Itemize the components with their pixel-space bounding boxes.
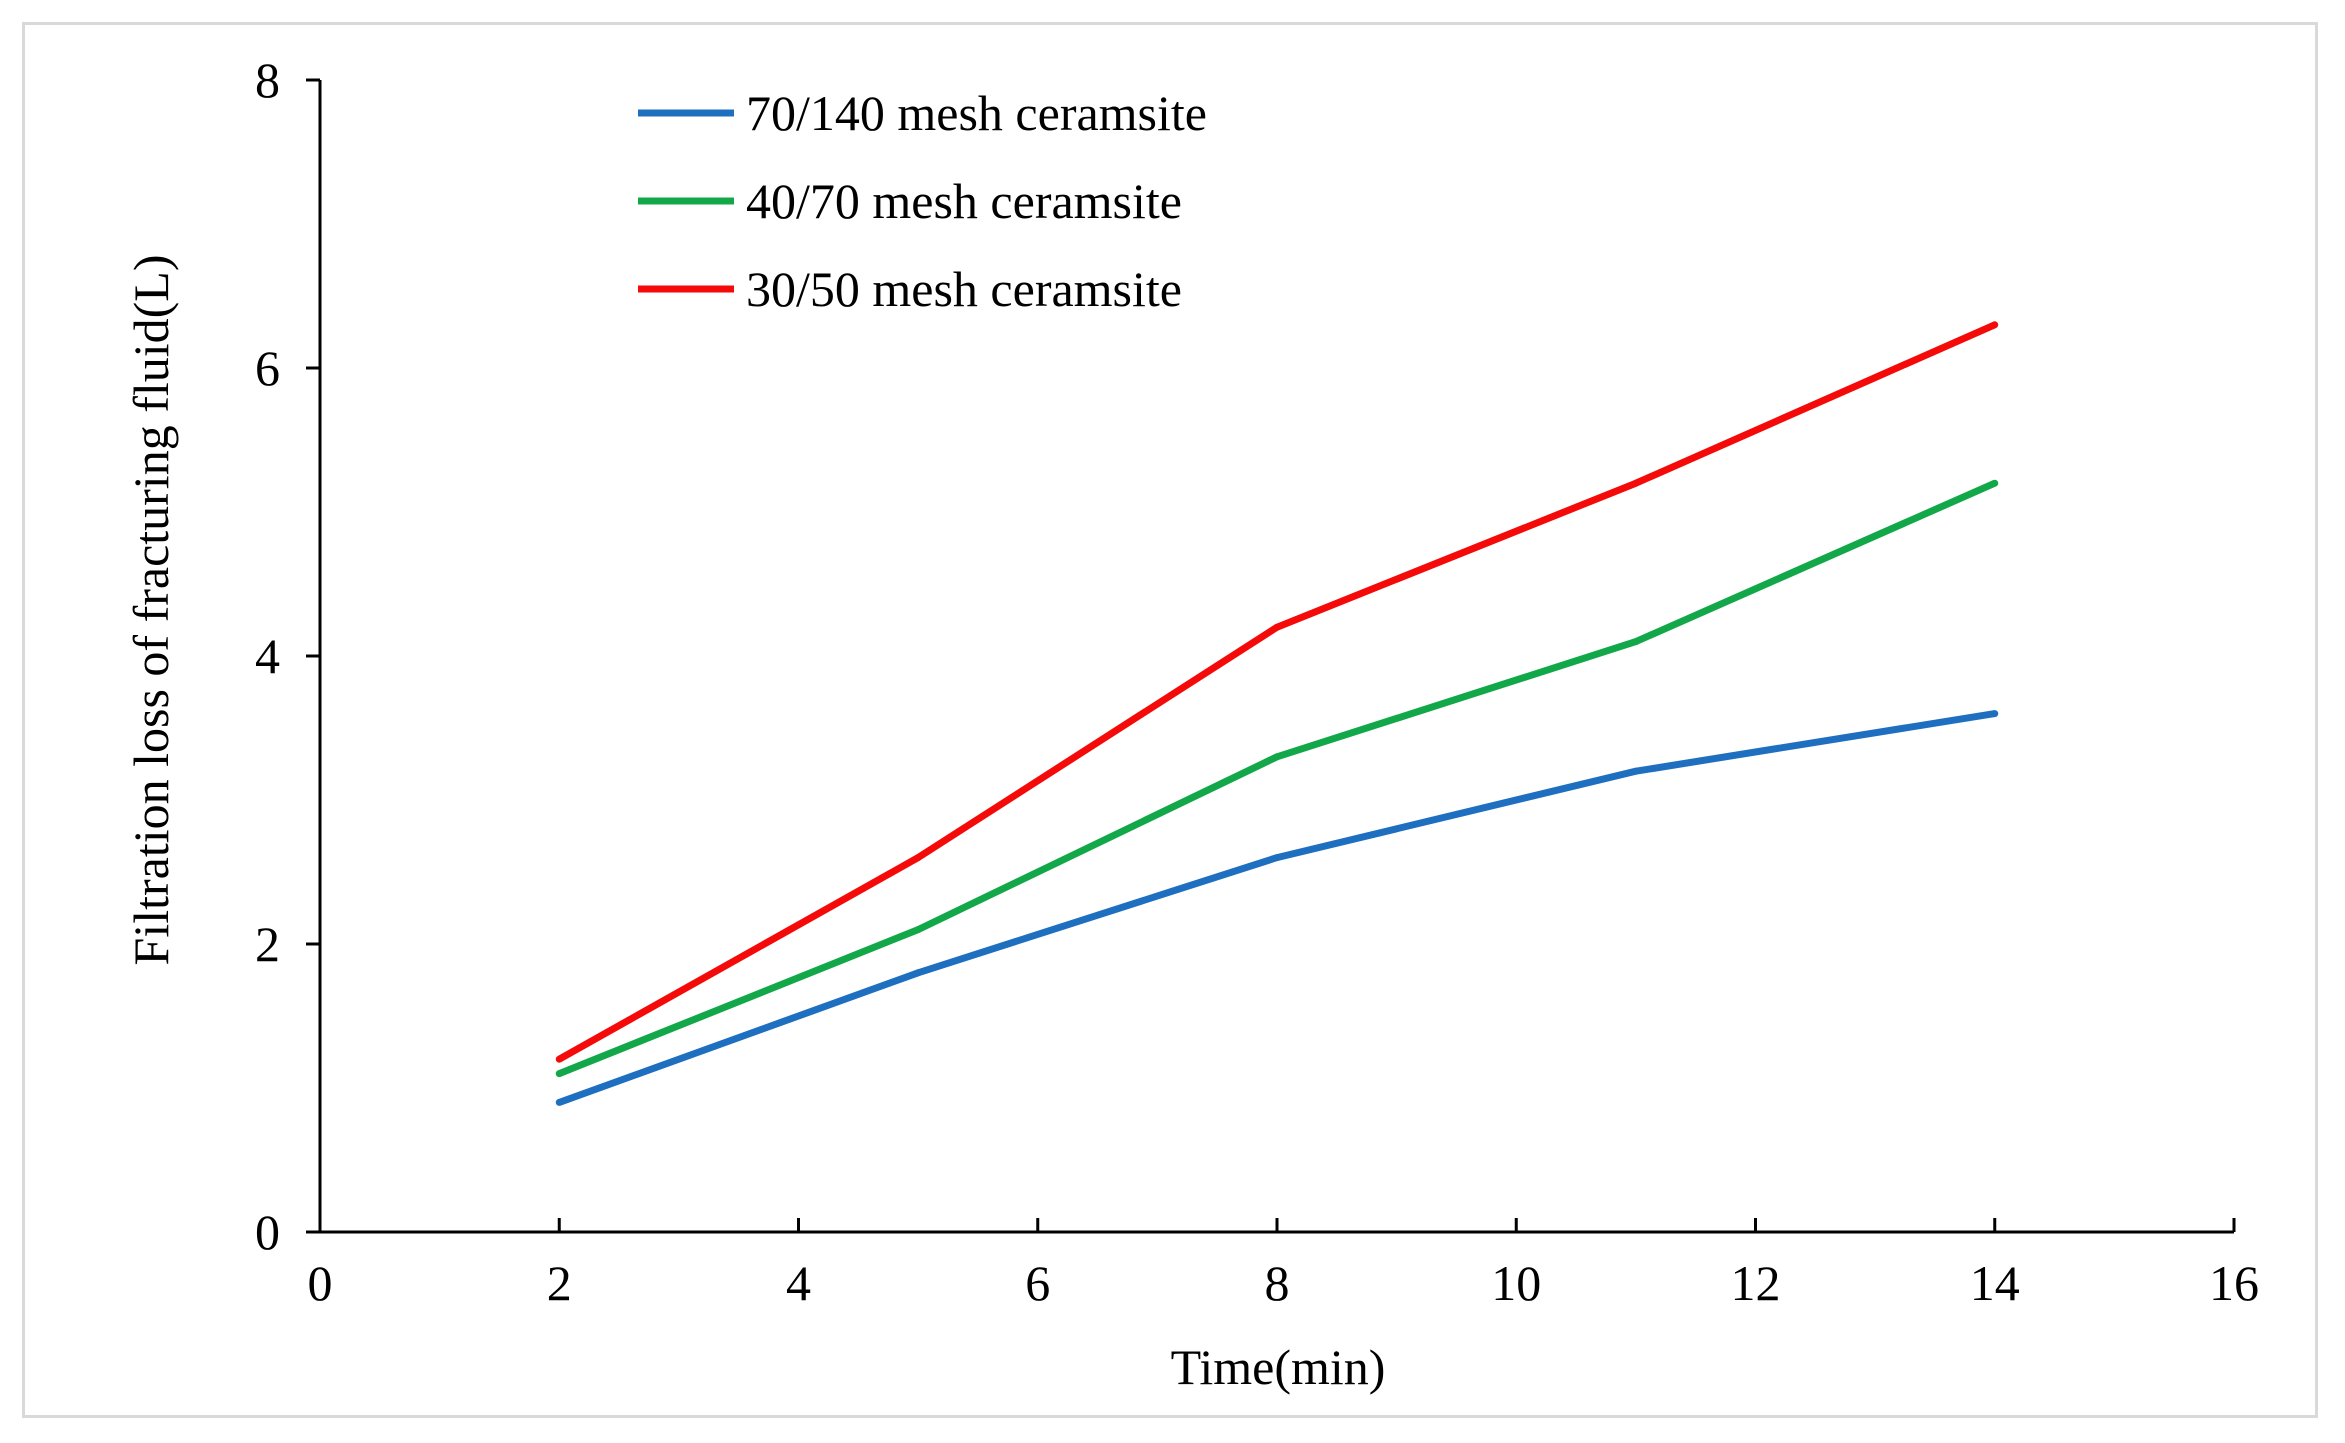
data-point [1991,321,1999,329]
data-point [555,1098,563,1106]
data-point [1273,854,1281,862]
x-tick-label: 8 [1265,1255,1290,1311]
data-point [555,1070,563,1078]
legend-label-3: 30/50 mesh ceramsite [746,261,1182,317]
series-line-3 [557,321,1997,1063]
y-tick-label: 2 [255,916,280,972]
x-tick-label: 14 [1970,1255,2020,1311]
x-axis-title: Time(min) [1171,1339,1386,1395]
legend-label-2: 40/70 mesh ceramsite [746,173,1182,229]
data-point [1273,623,1281,631]
data-point [914,854,922,862]
legend-label-1: 70/140 mesh ceramsite [746,85,1207,141]
data-point [1632,638,1640,646]
y-axis-title: Filtration loss of fracturing fluid(L) [123,255,179,966]
data-point [1991,479,1999,487]
axes [318,80,2234,1234]
x-tick-label: 0 [308,1255,333,1311]
x-tick-label: 4 [786,1255,811,1311]
data-point [1632,479,1640,487]
x-tick-label: 12 [1731,1255,1781,1311]
legend: 70/140 mesh ceramsite 40/70 mesh ceramsit… [638,85,1207,317]
chart-frame [22,22,2318,1418]
data-point [914,926,922,934]
x-tick-label: 2 [547,1255,572,1311]
data-point [555,1055,563,1063]
y-tick-label: 4 [255,628,280,684]
x-tick-label: 10 [1491,1255,1541,1311]
ticks: 0 2 4 6 8 10 12 14 16 0 2 4 6 8 [255,52,2259,1311]
x-tick-label: 16 [2209,1255,2259,1311]
data-point [914,969,922,977]
y-tick-label: 6 [255,340,280,396]
series-line-1 [558,710,1996,1106]
data-point [1991,710,1999,718]
data-point [1273,753,1281,761]
series-line-2 [557,479,1997,1077]
data-point [1632,767,1640,775]
x-tick-label: 6 [1025,1255,1050,1311]
y-tick-label: 8 [255,52,280,108]
y-tick-label: 0 [255,1204,280,1260]
series-group [555,321,1999,1106]
